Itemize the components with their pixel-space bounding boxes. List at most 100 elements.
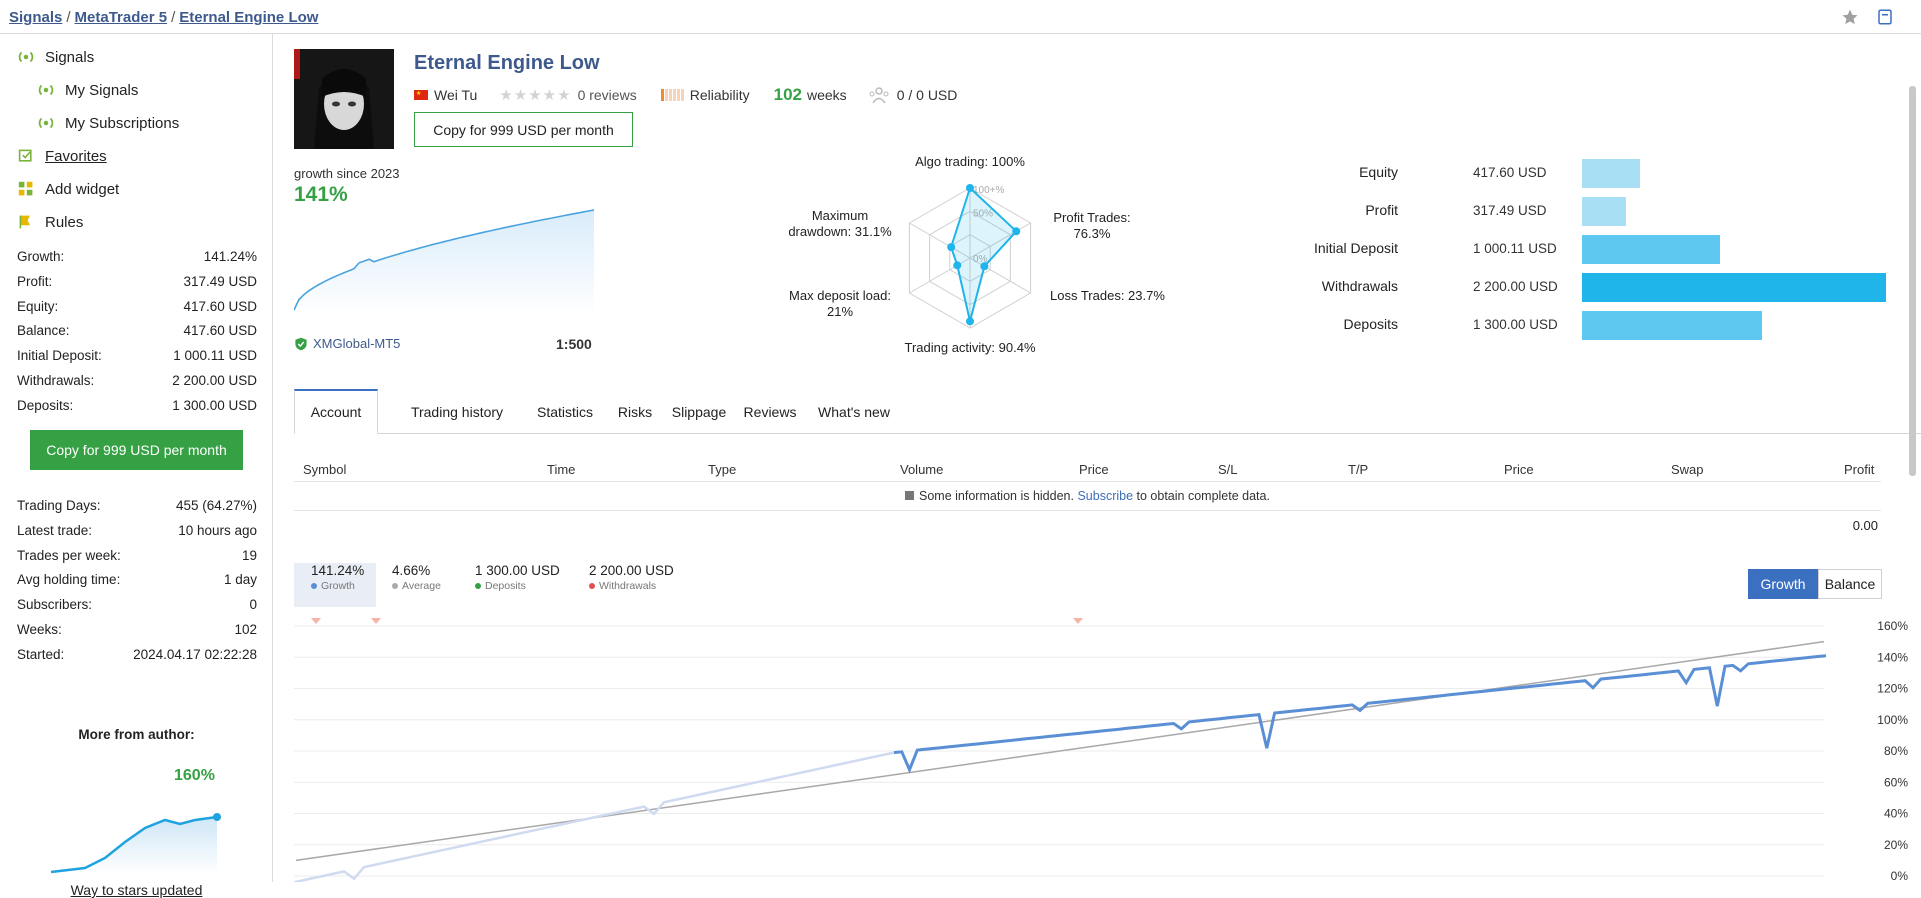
hidden-info-note: Some information is hidden. Subscribe to… [294,489,1881,503]
balance-bar-label: Deposits [1343,316,1398,332]
stat-label: Started: [17,646,65,662]
summary-item-withdrawals[interactable]: 2 200.00 USD Withdrawals [589,563,674,599]
sidebar-item-favorites[interactable]: Favorites [17,147,107,165]
summary-item-deposits[interactable]: 1 300.00 USD Deposits [475,563,560,599]
col-type: Type [708,462,737,477]
author-chart-value: 160% [174,767,215,784]
stat-value: 141.24% [203,249,257,264]
summary-item-average[interactable]: 4.66% Average [392,563,441,599]
col-volume: Volume [900,462,944,477]
stat-label: Avg holding time: [17,572,121,588]
chart-event-marker [371,618,381,624]
sidebar-item-add-widget[interactable]: Add widget [17,180,119,198]
reliability-icon [660,89,684,101]
toggle-growth[interactable]: Growth [1748,569,1818,599]
radar-point [966,317,974,326]
summary-label: Deposits [485,580,526,592]
tab-risks[interactable]: Risks [617,403,653,420]
star-icon[interactable] [1840,7,1860,27]
hidden-note-text: Some information is hidden. [919,489,1074,503]
sidebar-item-rules[interactable]: Rules [17,213,83,231]
row-divider [294,481,1881,482]
subscribers-icon [869,86,889,104]
stat-label: Trading Days: [17,498,101,513]
page-scrollbar[interactable] [1909,86,1916,476]
reviews-count[interactable]: 0 reviews [577,87,637,103]
tab-reviews[interactable]: Reviews [743,403,797,420]
sidebar-item-my-subscriptions[interactable]: My Subscriptions [37,114,179,132]
balance-bar [1582,159,1640,188]
verified-shield-icon [294,337,308,351]
broker-link[interactable]: XMGlobal-MT5 [294,336,400,351]
sidebar-item-signals[interactable]: Signals [17,48,94,66]
radar-axis [969,257,1031,294]
radar-point [966,184,974,192]
col-price2: Price [1504,462,1534,477]
balance-bar-value: 1 000.11 USD [1473,241,1557,256]
sidebar-stat-row: Profit: 317.49 USD [17,274,257,289]
stat-label: Deposits: [17,397,74,413]
stat-label: Initial Deposit: [17,348,102,364]
breadcrumb-metatrader5[interactable]: MetaTrader 5 [74,9,168,26]
chart-event-marker [311,618,321,624]
radar-tick-label: 0% [973,254,988,265]
legend-dot [475,583,481,589]
chart-y-tick-label: 80% [1884,744,1908,758]
stat-value: 1 300.00 USD [172,397,257,413]
balance-bar-value: 417.60 USD [1473,165,1547,180]
author-mini-chart[interactable] [45,774,225,874]
stat-label: Latest trade: [17,522,93,538]
growth-mini-chart[interactable] [294,185,594,315]
col-sl: S/L [1218,462,1238,477]
breadcrumb-signals[interactable]: Signals [9,9,63,26]
stat-label: Trades per week: [17,547,121,563]
broker-name: XMGlobal-MT5 [313,336,401,351]
toggle-balance[interactable]: Balance [1818,569,1882,599]
stat-label: Withdrawals: [17,373,95,388]
favorites-icon [17,147,35,165]
copy-signal-button[interactable]: Copy for 999 USD per month [414,112,633,147]
stat-value: 10 hours ago [178,522,257,538]
tab-account[interactable]: Account [294,389,378,434]
balance-bar [1582,235,1720,264]
balance-bar [1582,197,1626,226]
stat-label: Equity: [17,298,59,314]
breadcrumb: Signals / MetaTrader 5/Eternal Engine Low [9,9,319,26]
growth-chart[interactable]: 160% 140% 120% 100% 80% 60% 40% 20% 0% [294,612,1920,882]
balance-bar-label: Profit [1365,202,1398,218]
top-bar: Signals / MetaTrader 5/Eternal Engine Low [0,0,1921,34]
tab-whats-new[interactable]: What's new [818,403,890,420]
radar-series [950,186,1018,322]
subscribe-link[interactable]: Subscribe [1077,489,1134,503]
bookmark-icon[interactable] [1875,7,1895,27]
sidebar-stat-row: Equity: 417.60 USD [17,299,257,314]
sidebar-stat-row: Latest trade: 10 hours ago [17,523,257,538]
signal-avatar [294,49,394,149]
author-signal-link[interactable]: Way to stars updated [70,882,203,898]
stat-value: 455 (64.27%) [175,498,257,513]
balance-bar [1582,311,1762,340]
legend-dot [589,583,595,589]
sidebar-stat-row: Avg holding time: 1 day [17,572,257,587]
sidebar-item-my-signals[interactable]: My Signals [37,81,138,99]
growth-value: 141% [294,183,348,206]
breadcrumb-current[interactable]: Eternal Engine Low [179,9,319,26]
summary-item-growth[interactable]: 141.24% Growth [311,563,364,599]
legend-dot [392,583,398,589]
col-tp: T/P [1348,462,1369,477]
chart-series-early [294,751,895,882]
summary-value: 2 200.00 USD [589,563,674,578]
tab-trading-history[interactable]: Trading history [410,403,504,420]
radar-axis-label: Loss Trades: 23.7% [1050,288,1165,303]
col-profit: Profit [1844,462,1875,477]
tab-statistics[interactable]: Statistics [536,403,593,420]
author-name[interactable]: Wei Tu [434,87,478,103]
balance-bar-value: 1 300.00 USD [1473,317,1558,332]
sidebar-copy-button[interactable]: Copy for 999 USD per month [30,430,243,470]
radar-point [1012,227,1021,236]
weeks-value: 102 [773,85,802,104]
balance-bar-label: Initial Deposit [1313,240,1398,256]
china-flag-icon: ★ [414,90,428,100]
tab-slippage[interactable]: Slippage [671,403,727,420]
signal-icon [37,81,55,99]
